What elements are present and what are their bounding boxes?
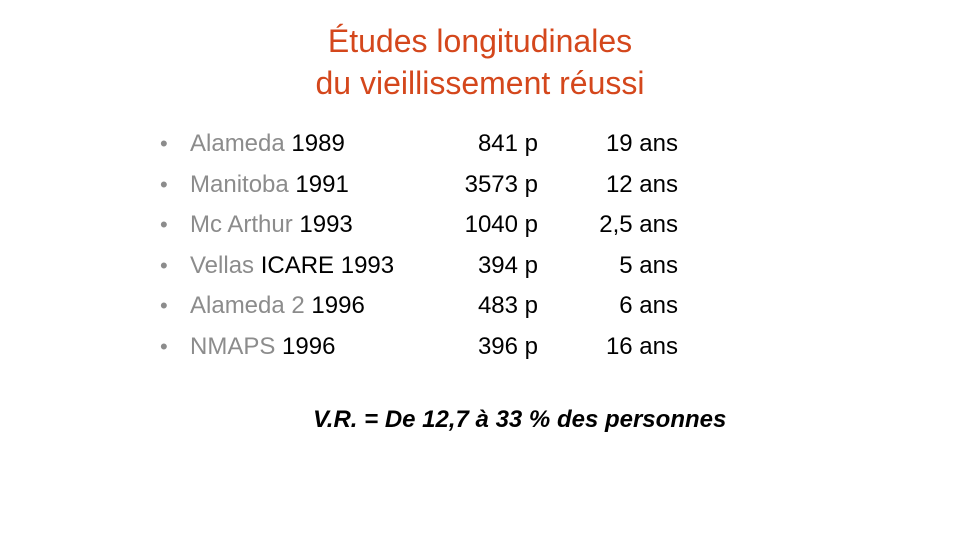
bullet-icon: • xyxy=(160,252,168,278)
study-duration: 2,5 ans xyxy=(599,211,678,238)
study-label: Mc Arthur 1993 xyxy=(190,206,353,244)
study-label: Vellas ICARE 1993 xyxy=(190,247,394,285)
study-label: Manitoba 1991 xyxy=(190,166,349,204)
title-line-2: du vieillissement réussi xyxy=(315,65,645,101)
study-name: NMAPS xyxy=(190,332,276,360)
bullet-icon: • xyxy=(160,131,168,156)
bullet-icon: • xyxy=(160,293,168,318)
study-count: 394 p xyxy=(477,251,538,279)
study-name: Alameda 2 xyxy=(190,292,305,319)
study-year: 1993 xyxy=(299,211,353,238)
study-duration: 5 ans xyxy=(619,251,678,279)
summary-text: V.R. = De 12,7 à 33 % des personnes xyxy=(313,406,727,433)
study-year: ICARE 1993 xyxy=(260,251,395,279)
study-count: 396 p xyxy=(477,332,538,360)
study-count: 483 p xyxy=(477,292,538,319)
bullet-icon: • xyxy=(160,212,168,237)
bullet-icon: • xyxy=(160,333,168,359)
study-count: 841 p xyxy=(477,130,538,157)
study-duration: 12 ans xyxy=(605,170,678,198)
study-year: 1989 xyxy=(291,130,345,157)
title-line-1: Études longitudinales xyxy=(327,23,633,59)
study-year: 1991 xyxy=(295,170,349,198)
study-count: 3573 p xyxy=(464,170,538,198)
study-name: Vellas xyxy=(190,251,255,279)
study-year: 1996 xyxy=(311,292,365,319)
study-name: Manitoba xyxy=(190,170,289,198)
study-duration: 16 ans xyxy=(605,332,678,360)
study-duration: 19 ans xyxy=(605,130,678,157)
study-duration: 6 ans xyxy=(619,292,678,319)
study-label: Alameda 1989 xyxy=(190,125,345,163)
slide-title: Études longitudinales du vieillissement … xyxy=(0,20,960,104)
study-label: Alameda 2 1996 xyxy=(190,287,365,325)
study-year: 1996 xyxy=(282,332,336,360)
bullet-icon: • xyxy=(160,171,168,197)
study-label: NMAPS 1996 xyxy=(190,328,335,366)
study-count: 1040 p xyxy=(464,211,538,238)
study-name: Alameda xyxy=(190,130,285,157)
study-name: Mc Arthur xyxy=(190,211,293,238)
